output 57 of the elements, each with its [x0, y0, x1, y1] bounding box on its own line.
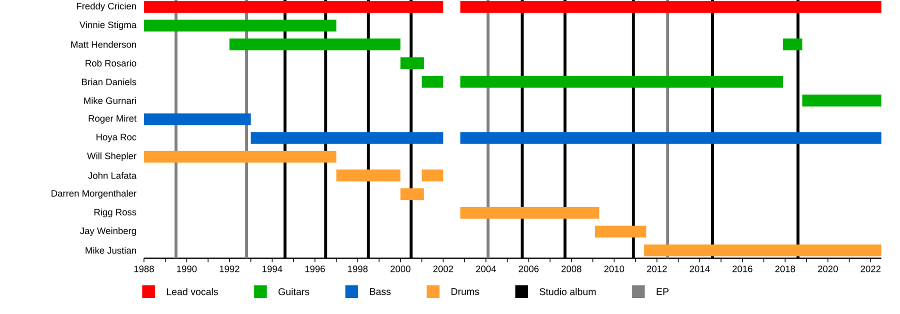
bar: [336, 169, 400, 182]
bar: [144, 150, 336, 163]
y-tick-label: Matt Henderson: [71, 40, 136, 48]
y-tick-label: Rigg Ross: [94, 208, 136, 218]
x-tick-label: 1988: [134, 266, 154, 272]
bar: [250, 132, 444, 144]
x-tick-label: 2010: [604, 266, 624, 272]
x-tick-label: 2020: [818, 266, 838, 272]
y-tick-label: Darren Morgenthaler: [52, 190, 136, 198]
bar: [594, 226, 646, 238]
x-tick-label: 2006: [518, 266, 539, 272]
y-tick-label: Vinnie Stigma: [79, 21, 137, 30]
legend-label: Studio album: [540, 288, 596, 296]
y-tick-label: Roger Miret: [88, 114, 137, 124]
bar: [144, 20, 336, 32]
legend-label: Drums: [452, 288, 480, 295]
bar: [802, 94, 882, 106]
bar: [644, 244, 882, 256]
x-tick-label: 1992: [220, 266, 240, 272]
x-tick-label: 1990: [177, 266, 197, 272]
bar: [460, 76, 784, 88]
y-tick-label: Rob Rosario: [86, 60, 136, 66]
bar: [400, 188, 424, 200]
x-tick-label: 2008: [562, 266, 582, 272]
legend-label: Bass: [370, 288, 391, 295]
legend-label: EP: [656, 288, 669, 295]
y-tick-label: Will Shepler: [87, 152, 136, 161]
bar: [460, 206, 600, 219]
y-tick-label: John Lafata: [88, 172, 137, 179]
bar: [144, 113, 251, 126]
bar: [229, 38, 400, 50]
bar: [783, 38, 802, 50]
y-tick-label: Mike Justian: [86, 246, 136, 254]
bar: [400, 57, 424, 69]
x-tick-label: 1994: [262, 266, 282, 272]
y-tick-label: Mike Gurnari: [84, 97, 136, 104]
bar: [460, 132, 882, 144]
bar: [422, 169, 444, 182]
x-tick-label: 2022: [860, 266, 881, 272]
y-tick-label: Brian Daniels: [82, 78, 136, 86]
bar: [460, 0, 882, 13]
bar: [144, 0, 444, 13]
x-tick-label: 2012: [647, 266, 667, 272]
y-tick-label: Jay Weinberg: [80, 227, 136, 236]
x-tick-label: 2016: [732, 266, 752, 272]
bar: [422, 76, 444, 88]
x-tick-label: 2018: [775, 266, 796, 272]
y-tick-label: Hoya Roc: [96, 134, 136, 142]
x-tick-label: 2004: [476, 266, 496, 272]
x-tick-label: 2014: [690, 266, 710, 272]
legend-label: Guitars: [278, 288, 310, 296]
x-tick-label: 2002: [433, 266, 454, 272]
y-tick-label: Freddy Cricien: [76, 2, 136, 12]
x-tick-label: 2000: [390, 266, 410, 272]
x-tick-label: 1998: [348, 266, 368, 272]
legend-label: Lead vocals: [166, 288, 218, 296]
x-tick-label: 1996: [305, 266, 325, 272]
